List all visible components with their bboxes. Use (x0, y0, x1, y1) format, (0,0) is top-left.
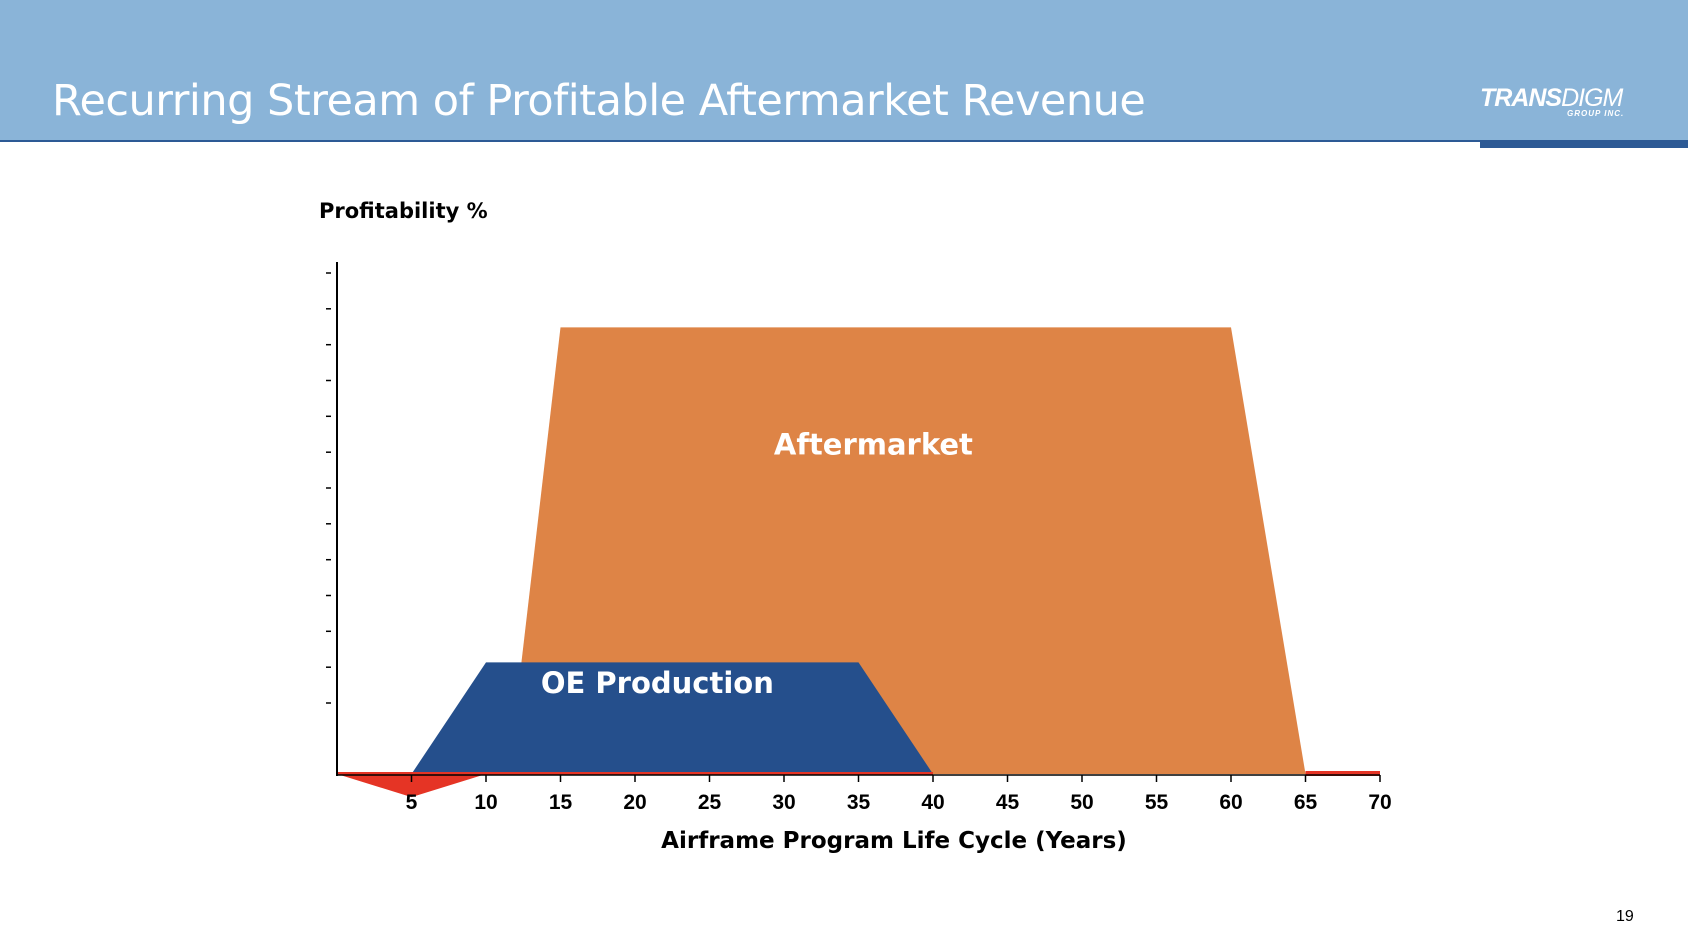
slide-title: Recurring Stream of Profitable Aftermark… (52, 76, 1146, 126)
series-area-investment (337, 774, 486, 798)
x-tick-label: 65 (1294, 791, 1318, 814)
x-tick-label: 20 (623, 791, 646, 814)
series-area-aftermarket (508, 327, 1306, 774)
x-tick-label: 35 (847, 791, 871, 814)
x-axis-label: Airframe Program Life Cycle (Years) (661, 828, 1127, 854)
logo-wordmark-bold: TRANS (1480, 84, 1562, 112)
x-tick-label: 10 (474, 791, 497, 814)
x-tick-label: 25 (698, 791, 722, 814)
x-tick-label: 45 (996, 791, 1020, 814)
logo-subtitle: GROUP INC. (1567, 109, 1625, 118)
x-tick-label: 50 (1070, 791, 1093, 814)
baseline-strip-left (337, 772, 933, 775)
x-tick-label: 55 (1145, 791, 1169, 814)
logo-wordmark: TRANSDIGM (1480, 84, 1623, 113)
x-tick-label: 15 (549, 791, 573, 814)
x-tick-label: 5 (406, 791, 418, 814)
y-axis-label: Profitability % (319, 199, 488, 223)
logo-wordmark-regular: DIGM (1561, 84, 1623, 112)
slide-header: Recurring Stream of Profitable Aftermark… (0, 0, 1688, 142)
x-tick-label: 70 (1368, 791, 1391, 814)
page-number: 19 (1616, 908, 1634, 925)
x-tick-label: 60 (1219, 791, 1242, 814)
header-accent-bar (1480, 142, 1688, 148)
company-logo: TRANSDIGM GROUP INC. (1480, 84, 1650, 124)
x-tick-label: 30 (772, 791, 795, 814)
baseline-strip-right (1305, 771, 1380, 776)
annotation-aftermarket: Aftermarket (774, 427, 973, 461)
series-area-oe-production (411, 662, 933, 774)
x-tick-label: 40 (921, 791, 944, 814)
annotation-oe-production: OE Production (541, 666, 774, 700)
